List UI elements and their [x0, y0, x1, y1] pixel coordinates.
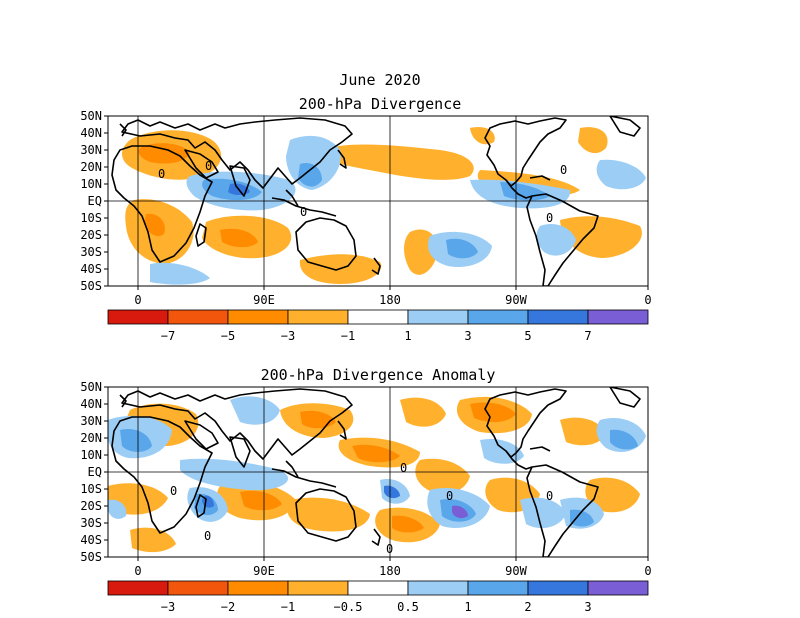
colorbar-swatch: [467, 580, 529, 596]
lat-tick-label: EQ: [88, 194, 102, 208]
lat-tick-label: 20N: [80, 160, 102, 174]
colorbar: −3 −2 −1 −0.5 0.5 1 2 3: [107, 580, 649, 614]
colorbar-swatch: [107, 309, 169, 325]
panel-title: 200-hPa Divergence: [299, 95, 462, 113]
colorbar-tick-label: 5: [524, 329, 531, 343]
lat-tick-label: 30S: [80, 245, 102, 259]
contour-label: 0: [170, 484, 177, 498]
colorbar-swatch: [587, 309, 649, 325]
colorbar-swatch: [587, 580, 649, 596]
colorbar-tick-label: 3: [584, 600, 591, 614]
colorbar-tick-label: −2: [221, 600, 235, 614]
colorbar-swatch: [347, 309, 409, 325]
contour-label: 0: [300, 205, 307, 219]
lon-tick-label: 0: [134, 293, 141, 307]
contour-label: 0: [546, 489, 553, 503]
lat-tick-label: 20S: [80, 499, 102, 513]
colorbar-swatch: [287, 580, 349, 596]
panel-title: 200-hPa Divergence Anomaly: [261, 366, 496, 384]
lon-tick-label: 0: [644, 564, 651, 578]
colorbar-swatch: [407, 309, 469, 325]
colorbar-swatch: [527, 580, 589, 596]
contour-label: 0: [158, 167, 165, 181]
colorbar-swatch: [407, 580, 469, 596]
lat-tick-label: 50S: [80, 550, 102, 564]
lat-tick-label: 40N: [80, 397, 102, 411]
lon-tick-label: 0: [644, 293, 651, 307]
map-area: 0 0 0 0 0 0: [108, 387, 648, 557]
colorbar-tick-label: 2: [524, 600, 531, 614]
lat-axis: 50N 40N 30N 20N 10N EQ 10S 20S 30S 40S 50S: [80, 380, 108, 564]
lat-tick-label: 20S: [80, 228, 102, 242]
colorbar-swatch: [167, 309, 229, 325]
lat-tick-label: 40S: [80, 262, 102, 276]
lat-tick-label: 30N: [80, 414, 102, 428]
colorbar-swatch: [527, 309, 589, 325]
lat-axis: 50N 40N 30N 20N 10N EQ 10S 20S 30S 40S 50S: [80, 109, 108, 293]
colorbar-swatch: [287, 309, 349, 325]
lon-tick-label: 90W: [505, 564, 527, 578]
colorbar-tick-label: −5: [221, 329, 235, 343]
colorbar-tick-label: −3: [161, 600, 175, 614]
lat-tick-label: 10S: [80, 211, 102, 225]
lat-tick-label: 20N: [80, 431, 102, 445]
colorbar-swatch: [227, 580, 289, 596]
colorbar-tick-label: 1: [464, 600, 471, 614]
colorbar-swatch: [227, 309, 289, 325]
contour-label: 0: [446, 489, 453, 503]
figure-title: June 2020: [339, 71, 420, 89]
colorbar-tick-label: −3: [281, 329, 295, 343]
contour-label: 0: [204, 529, 211, 543]
lat-tick-label: 10N: [80, 177, 102, 191]
lon-tick-label: 0: [134, 564, 141, 578]
colorbar-tick-label: −0.5: [334, 600, 363, 614]
contour-label: 0: [386, 542, 393, 556]
colorbar: −7 −5 −3 −1 1 3 5 7: [107, 309, 649, 343]
lon-tick-label: 90E: [253, 564, 275, 578]
lon-axis: 0 90E 180 90W 0: [134, 557, 652, 578]
lat-tick-label: EQ: [88, 465, 102, 479]
lat-tick-label: 40N: [80, 126, 102, 140]
lat-tick-label: 10N: [80, 448, 102, 462]
colorbar-swatch: [167, 580, 229, 596]
lat-tick-label: 50N: [80, 380, 102, 394]
colorbar-tick-label: −1: [281, 600, 295, 614]
panel-divergence-anomaly: 200-hPa Divergence Anomaly 0 0 0 0 0 0 5…: [80, 366, 651, 614]
lat-tick-label: 10S: [80, 482, 102, 496]
lon-axis: 0 90E 180 90W 0: [134, 286, 652, 307]
lat-tick-label: 50S: [80, 279, 102, 293]
contour-label: 0: [560, 163, 567, 177]
lat-tick-label: 40S: [80, 533, 102, 547]
colorbar-tick-label: 0.5: [397, 600, 419, 614]
colorbar-tick-label: 7: [584, 329, 591, 343]
lon-tick-label: 180: [379, 293, 401, 307]
contour-label: 0: [546, 211, 553, 225]
lat-tick-label: 50N: [80, 109, 102, 123]
colorbar-swatch: [467, 309, 529, 325]
lat-tick-label: 30N: [80, 143, 102, 157]
colorbar-swatch: [107, 580, 169, 596]
panel-divergence: 200-hPa Divergence 0 0 0 0 0 50N 40N 30N 20…: [80, 95, 651, 343]
colorbar-tick-label: −1: [341, 329, 355, 343]
contour-label: 0: [205, 159, 212, 173]
colorbar-tick-label: 3: [464, 329, 471, 343]
colorbar-swatch: [347, 580, 409, 596]
lon-tick-label: 90W: [505, 293, 527, 307]
lat-tick-label: 30S: [80, 516, 102, 530]
colorbar-tick-label: 1: [404, 329, 411, 343]
lon-tick-label: 180: [379, 564, 401, 578]
lon-tick-label: 90E: [253, 293, 275, 307]
map-area: 0 0 0 0 0: [108, 116, 648, 286]
contour-label: 0: [400, 461, 407, 475]
colorbar-tick-label: −7: [161, 329, 175, 343]
